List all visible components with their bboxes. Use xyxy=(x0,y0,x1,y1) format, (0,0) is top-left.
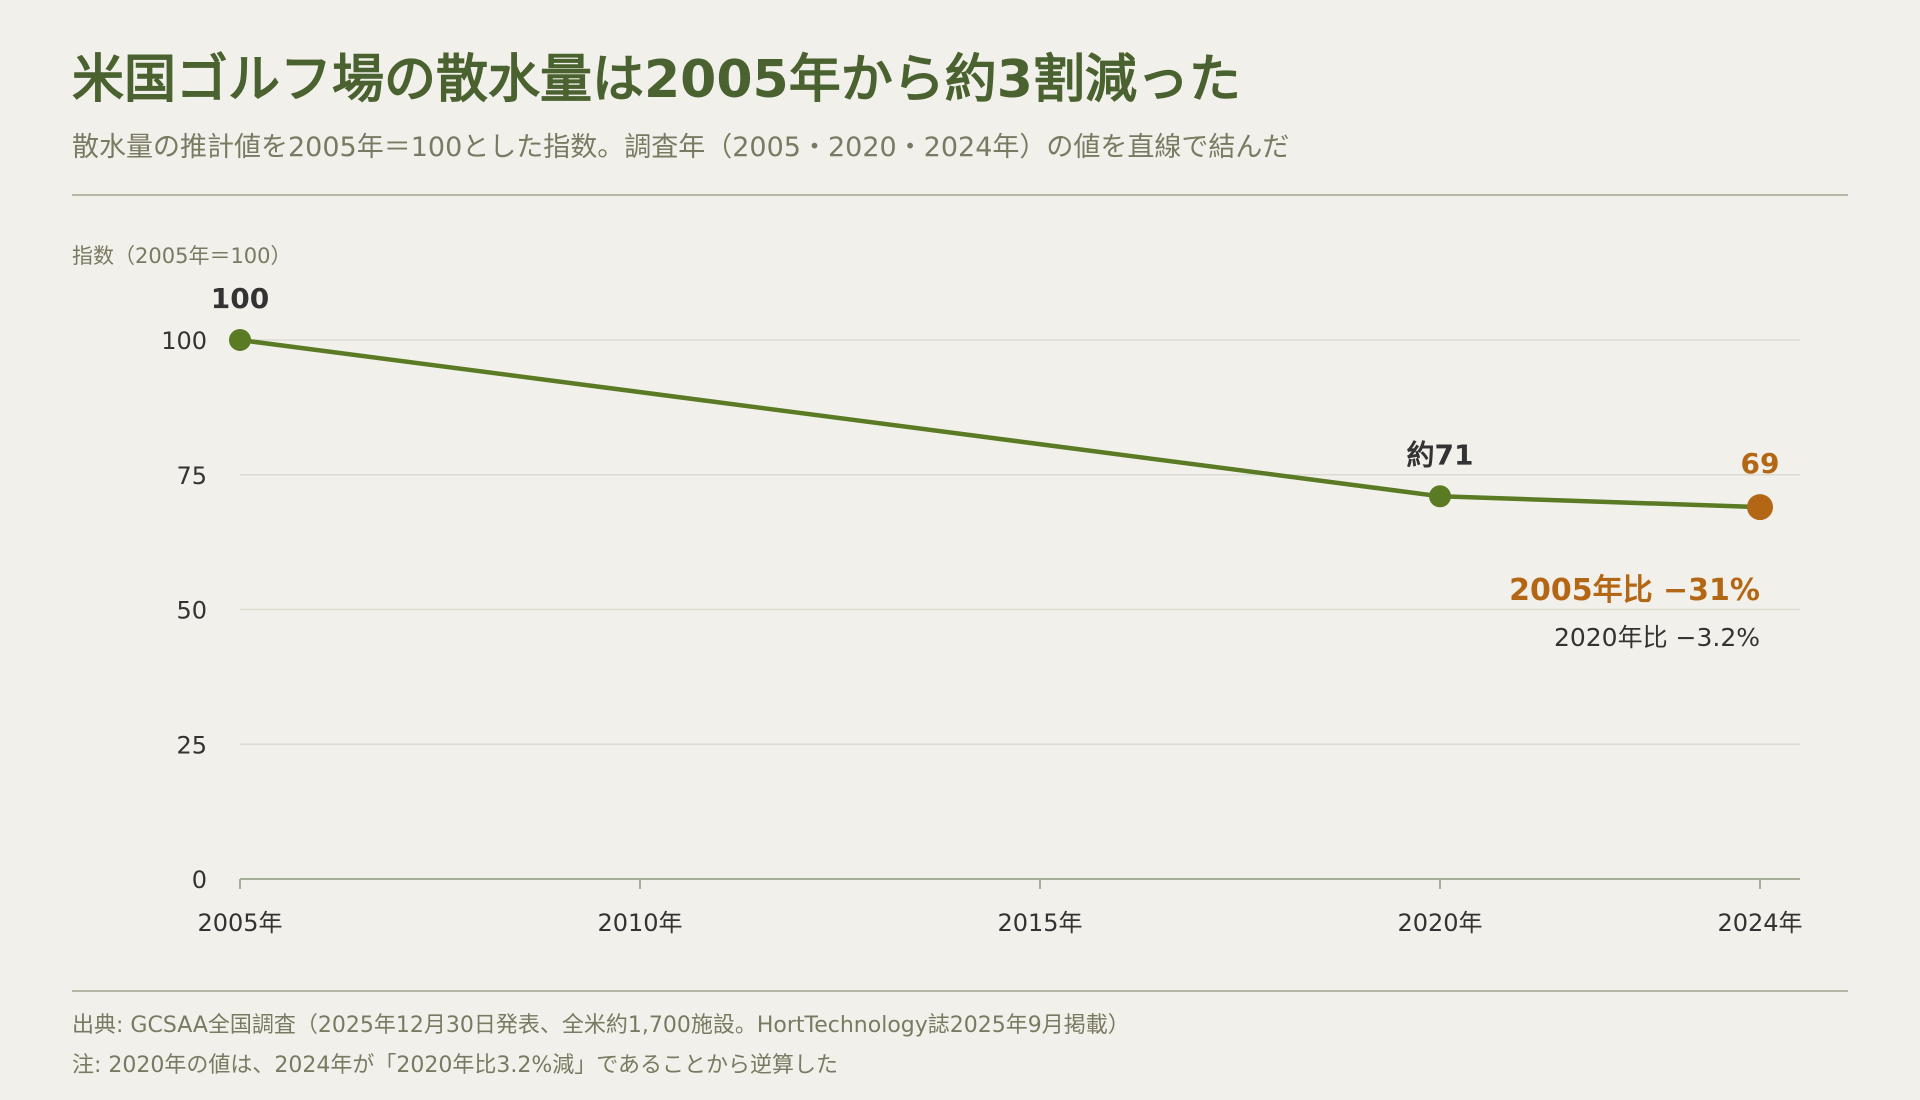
highlight-point-marker xyxy=(1747,494,1773,521)
data-label: 69 xyxy=(1741,447,1780,480)
x-tick-label: 2005年 xyxy=(197,909,282,937)
line-chart: 指数（2005年＝100） 0 25 50 75 100 2005年 2010年 2015年… xyxy=(72,244,1803,937)
source-note: 出典: GCSAA全国調査（2025年12月30日発表、全米約1,700施設。H… xyxy=(72,1013,1130,1038)
change-vs-2020-annotation: 2020年比 −3.2% xyxy=(1554,623,1760,652)
data-point-marker xyxy=(1429,485,1451,508)
x-axis xyxy=(239,878,1800,889)
annotations: 2005年比 −31% 2020年比 −3.2% xyxy=(1509,573,1760,652)
y-tick-labels: 0 25 50 75 100 xyxy=(161,327,207,894)
y-tick-label: 0 xyxy=(192,866,207,894)
gridlines xyxy=(240,339,1800,745)
y-tick-label: 75 xyxy=(176,462,207,490)
x-tick-labels: 2005年 2010年 2015年 2020年 2024年 xyxy=(197,909,1802,937)
footer-divider xyxy=(72,990,1848,992)
y-tick-label: 100 xyxy=(161,327,207,355)
y-tick-label: 50 xyxy=(176,597,207,625)
data-label: 約71 xyxy=(1407,438,1474,471)
y-axis-label: 指数（2005年＝100） xyxy=(72,244,292,268)
y-tick-label: 25 xyxy=(176,731,207,759)
change-vs-2005-annotation: 2005年比 −31% xyxy=(1509,573,1760,608)
chart-subtitle: 散水量の推計値を2005年＝100とした指数。調査年（2005・2020・202… xyxy=(72,132,1290,163)
chart-title: 米国ゴルフ場の散水量は2005年から約3割減った xyxy=(72,50,1241,110)
x-tick-label: 2015年 xyxy=(997,909,1082,937)
calculation-note: 注: 2020年の値は、2024年が「2020年比3.2%減」であることから逆算… xyxy=(72,1053,839,1078)
data-point-marker xyxy=(229,329,251,351)
data-series: 100 約71 69 xyxy=(211,282,1780,521)
x-tick-label: 2024年 xyxy=(1717,909,1802,937)
data-label: 100 xyxy=(211,282,269,315)
series-line xyxy=(237,337,1763,510)
x-tick-label: 2010年 xyxy=(597,909,682,937)
header-divider xyxy=(72,194,1848,196)
x-tick-label: 2020年 xyxy=(1397,909,1482,937)
